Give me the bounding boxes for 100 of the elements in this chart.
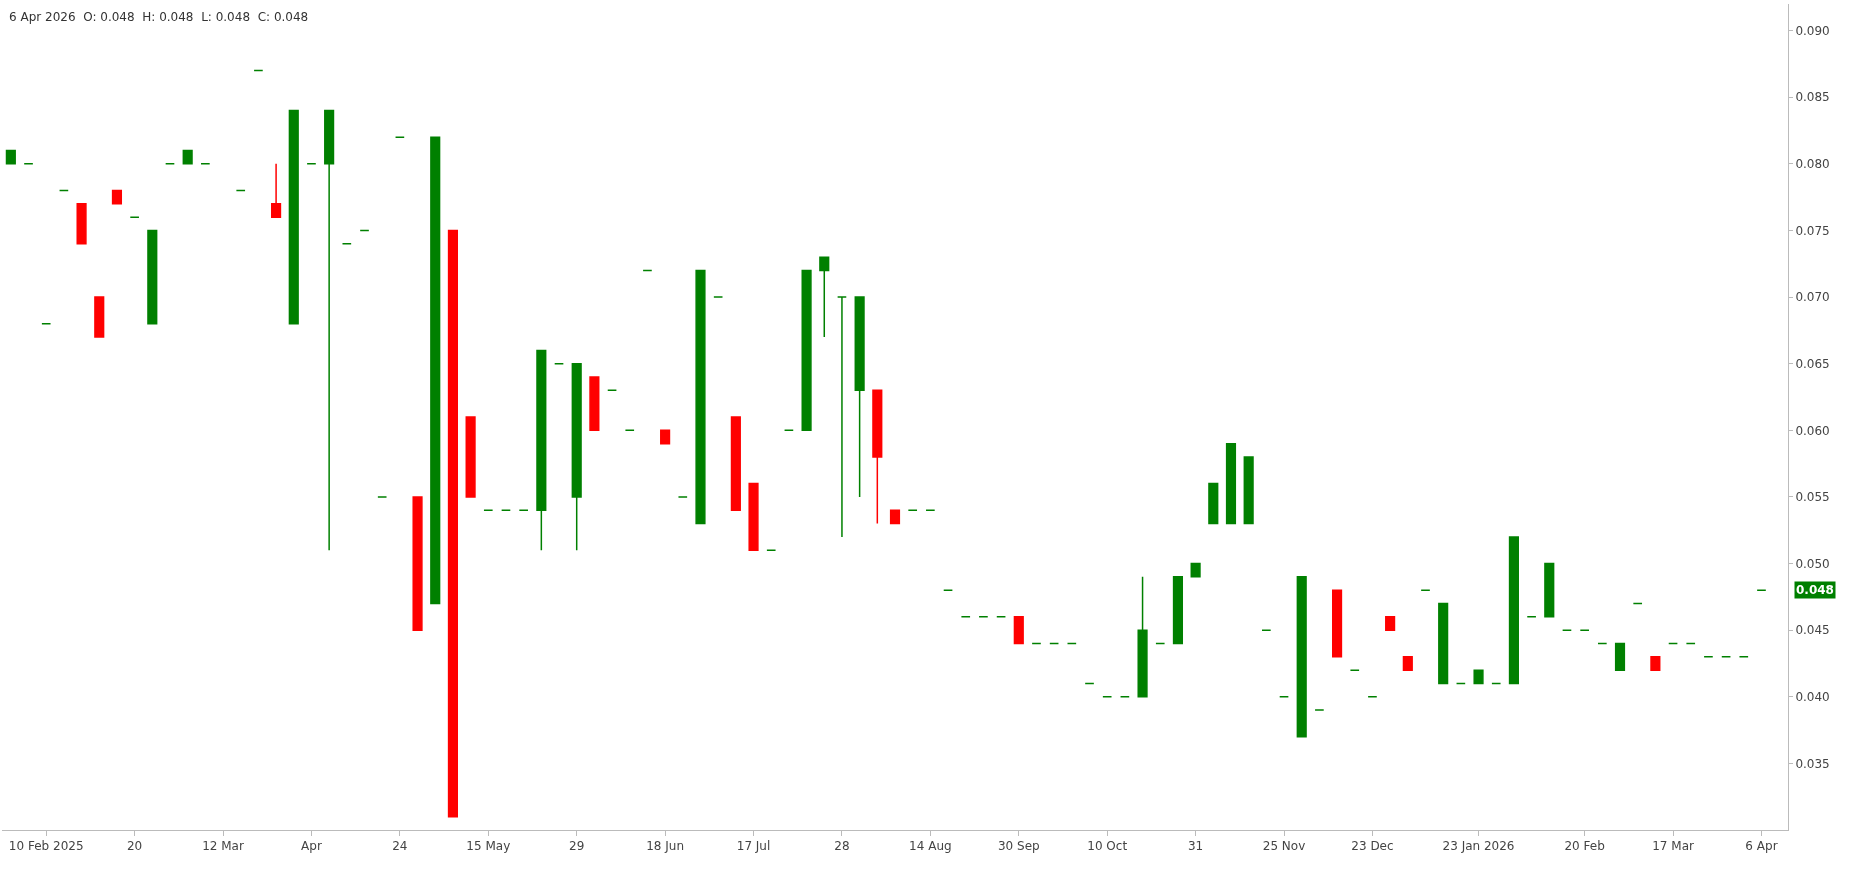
- candlestick: [872, 389, 883, 525]
- candlestick: [1031, 642, 1042, 645]
- candlestick: [1013, 616, 1024, 645]
- candlestick: [1049, 642, 1060, 645]
- candlestick: [730, 416, 741, 512]
- candlestick: [536, 349, 547, 551]
- x-tick-label: 17 Mar: [1652, 839, 1694, 854]
- x-tick-label: 6 Apr: [1745, 839, 1778, 854]
- candlestick: [553, 362, 565, 365]
- x-tick-label: 18 Jun: [646, 839, 685, 854]
- x-tick-label: 31: [1187, 839, 1204, 854]
- candlestick: [1190, 562, 1201, 578]
- candlestick: [447, 229, 458, 818]
- candlestick: [1172, 576, 1184, 645]
- candlestick: [1385, 616, 1396, 631]
- candlestick: [5, 149, 16, 165]
- candlestick: [1473, 669, 1484, 685]
- candlestick: [1685, 642, 1696, 645]
- candlestick: [76, 203, 87, 245]
- candlestick: [58, 189, 69, 192]
- candlestick: [1332, 589, 1343, 658]
- candlestick: [1667, 642, 1679, 645]
- candlestick: [836, 296, 848, 538]
- x-tick-label: 20: [126, 839, 143, 854]
- y-tick-label: 0.035: [1795, 756, 1830, 771]
- x-tick-label: 10 Oct: [1087, 839, 1128, 854]
- candlestick: [783, 429, 794, 432]
- y-tick-label: 0.050: [1795, 556, 1830, 571]
- candlestick: [1597, 642, 1608, 645]
- text: 0.048: [1796, 583, 1834, 597]
- x-tick-label: 17 Jul: [736, 839, 771, 854]
- candlestick: [1491, 682, 1502, 685]
- candlestick: [1508, 536, 1519, 685]
- candlestick: [359, 229, 370, 232]
- y-tick-label: 0.045: [1795, 623, 1830, 638]
- x-tick-label: 23 Dec: [1351, 839, 1394, 854]
- candlestick: [1066, 642, 1077, 645]
- x-tick-label: 29: [569, 839, 585, 854]
- candlestick: [1084, 682, 1095, 685]
- candlestick: [571, 362, 582, 551]
- x-tick-label: 23 Jan 2026: [1442, 839, 1515, 854]
- candlestick: [854, 296, 865, 498]
- candlestick: [271, 163, 282, 218]
- candlestick: [235, 189, 246, 192]
- y-tick-label: 0.040: [1795, 689, 1830, 704]
- candlestick: [500, 509, 512, 512]
- candlestick: [324, 109, 335, 551]
- candlestick: [1402, 656, 1413, 671]
- candlestick: [606, 389, 618, 392]
- candlestick: [695, 269, 706, 525]
- y-tick-label: 0.060: [1795, 423, 1830, 438]
- candlestick: [1296, 576, 1307, 738]
- y-tick-label: 0.070: [1795, 290, 1830, 305]
- x-tick-label: 25 Nov: [1262, 839, 1306, 854]
- y-tick-label: 0.085: [1795, 90, 1830, 105]
- candlestick: [925, 509, 936, 512]
- y-tick-label: 0.065: [1795, 356, 1830, 371]
- x-tick-label: 12 Mar: [202, 839, 244, 854]
- x-tick-label: 30 Sep: [997, 839, 1040, 854]
- candlestick: [412, 496, 423, 631]
- candlestick: [1155, 642, 1166, 645]
- candlestick: [624, 429, 635, 432]
- candlestick: [748, 482, 759, 551]
- candlestick: [1225, 442, 1237, 525]
- candlestick: [465, 416, 476, 498]
- candlestick: [182, 149, 193, 165]
- y-tick-label: 0.075: [1795, 223, 1830, 238]
- candlestick: [1650, 656, 1661, 671]
- candlestick: [94, 296, 105, 338]
- y-tick-label: 0.090: [1795, 23, 1830, 38]
- candlestick: [1614, 642, 1626, 671]
- candlestick: [1632, 602, 1643, 605]
- candlestick: [430, 136, 441, 605]
- candlestick: [1544, 562, 1555, 618]
- candlestick: [819, 256, 830, 338]
- candlestick: [1455, 682, 1466, 685]
- candlestick: [1243, 456, 1254, 525]
- candlestick: [253, 69, 264, 72]
- candlestick: [889, 509, 901, 525]
- x-tick-label: 20 Feb: [1564, 839, 1605, 854]
- candlestick: [111, 189, 123, 205]
- x-tick-label: 10 Feb 2025: [8, 839, 84, 854]
- candlestick: [41, 322, 52, 325]
- x-tick-label: Apr: [301, 839, 322, 854]
- candlestick: [147, 229, 158, 325]
- x-tick-label: 15 May: [466, 839, 511, 854]
- candlestick: [642, 269, 653, 272]
- candlestick: [1438, 602, 1449, 685]
- candlestick: [1137, 576, 1148, 698]
- y-tick-label: 0.055: [1795, 490, 1830, 505]
- candlestick: [518, 509, 529, 512]
- candlestick: [288, 109, 299, 325]
- candlestick: [907, 509, 918, 512]
- y-tick-label: 0.080: [1795, 157, 1830, 172]
- x-tick-label: 24: [392, 839, 408, 854]
- annotation: 6 Apr 2026 O: 0.048 H: 0.048 L: 0.048 C: 0.048: [9, 10, 309, 24]
- candlestick: [483, 509, 494, 512]
- candlestick: [801, 269, 812, 432]
- x-tick-label: 28: [834, 839, 850, 854]
- x-tick-label: 14 Aug: [909, 839, 952, 854]
